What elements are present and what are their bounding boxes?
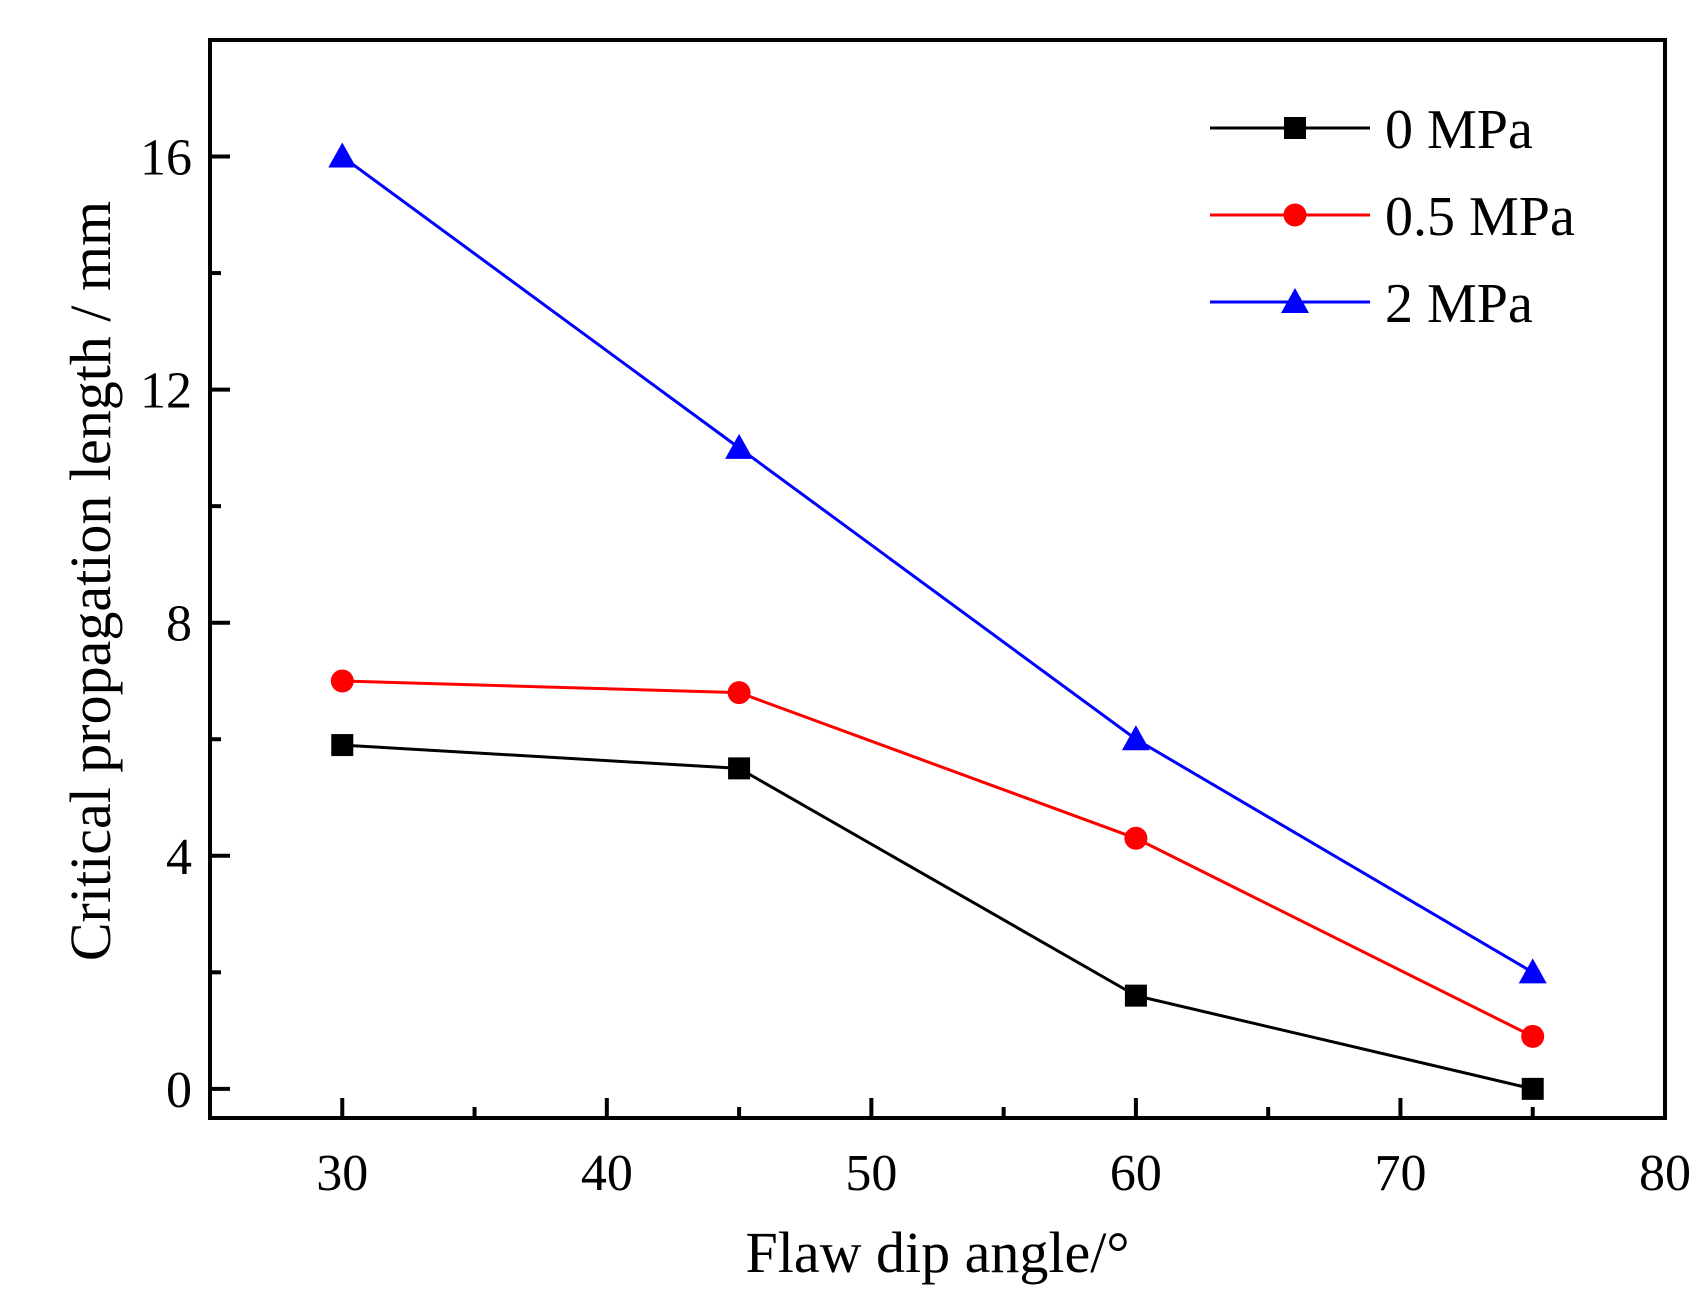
legend-marker-0-mpa	[1284, 117, 1306, 139]
x-tick-label: 40	[581, 1145, 633, 1202]
y-tick-label: 4	[166, 829, 192, 886]
data-point-0-5-mpa	[1124, 826, 1148, 850]
legend-marker-0-5-mpa	[1283, 203, 1307, 227]
x-tick-label: 60	[1110, 1145, 1162, 1202]
y-axis-title: Critical propagation length / mm	[58, 201, 123, 961]
legend: 0 MPa 0.5 MPa 2 MPa	[1210, 99, 1575, 335]
x-tick-label: 30	[316, 1145, 368, 1202]
data-point-0-5-mpa	[1521, 1024, 1545, 1048]
data-point-0-5-mpa	[330, 669, 354, 693]
x-tick-label: 80	[1639, 1145, 1691, 1202]
data-point-2-mpa	[1121, 725, 1150, 751]
x-tick-label: 50	[845, 1145, 897, 1202]
data-point-0-mpa	[1124, 984, 1147, 1007]
data-point-2-mpa	[328, 142, 357, 168]
data-point-2-mpa	[1518, 958, 1547, 984]
x-axis-title: Flaw dip angle/°	[745, 1220, 1129, 1285]
data-point-0-mpa	[1521, 1077, 1544, 1100]
series-lines	[341, 155, 1534, 1091]
data-point-0-5-mpa	[727, 681, 751, 705]
legend-label-0-mpa: 0 MPa	[1385, 99, 1533, 161]
series-line-0-5-mpa	[342, 679, 1534, 1038]
y-tick-label: 12	[140, 363, 192, 420]
legend-marker-2-mpa	[1281, 288, 1309, 313]
legend-label-0-5-mpa: 0.5 MPa	[1385, 186, 1575, 248]
y-tick-label: 8	[166, 596, 192, 653]
data-point-0-mpa	[728, 757, 751, 780]
x-tick-label: 70	[1374, 1145, 1426, 1202]
y-tick-label: 0	[166, 1062, 192, 1119]
data-point-2-mpa	[725, 433, 754, 459]
data-point-0-mpa	[331, 734, 354, 757]
series-line-2-mpa	[341, 155, 1534, 974]
y-tick-label: 16	[140, 130, 192, 187]
series-line-0-mpa	[342, 743, 1534, 1091]
tick-labels: 30 40 50 60 70 80 0 4 8 12 16	[140, 130, 1691, 1202]
plot-frame	[208, 38, 1667, 1120]
series-markers	[328, 142, 1547, 1100]
legend-label-2-mpa: 2 MPa	[1385, 273, 1533, 335]
